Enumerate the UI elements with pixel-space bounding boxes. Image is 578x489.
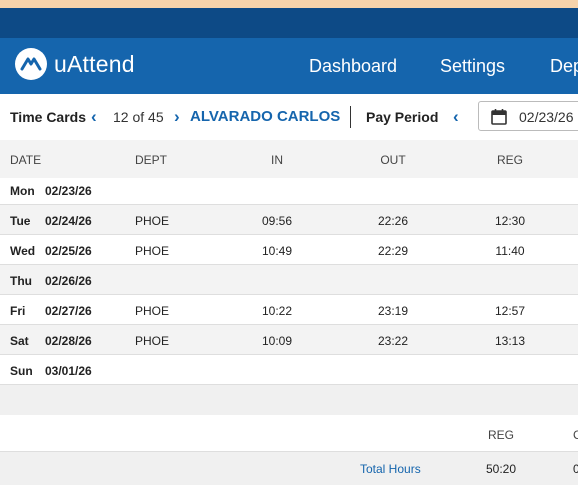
row-date: 02/28/26 xyxy=(45,334,92,348)
employee-counter: 12 of 45 xyxy=(113,109,164,125)
row-day: Wed xyxy=(10,244,36,258)
next-employee-chevron-icon[interactable]: › xyxy=(174,107,180,126)
row-reg: 13:13 xyxy=(494,334,526,348)
nav-dashboard[interactable]: Dashboard xyxy=(309,56,398,76)
row-date: 02/27/26 xyxy=(45,304,92,318)
row-day: Sat xyxy=(10,334,29,348)
time-cards-label: Time Cards xyxy=(10,109,86,125)
table-row[interactable]: Thu 02/26/26 xyxy=(0,265,578,295)
row-dept: PHOE xyxy=(135,334,170,348)
col-reg: REG xyxy=(496,153,523,167)
row-in: 09:56 xyxy=(261,214,293,228)
employee-name[interactable]: ALVARADO CARLOS xyxy=(190,108,341,125)
row-dept: PHOE xyxy=(135,214,170,228)
pay-period-label: Pay Period xyxy=(366,109,439,125)
row-reg: 11:40 xyxy=(495,244,525,258)
row-day: Fri xyxy=(10,304,26,318)
pay-period-date-field[interactable] xyxy=(478,101,578,131)
table-row[interactable]: Fri 02/27/26 PHOE 10:22 23:19 12:57 xyxy=(0,295,578,325)
row-out: 23:19 xyxy=(377,304,409,318)
top-strip xyxy=(0,0,578,8)
table-header xyxy=(0,140,578,178)
row-date: 03/01/26 xyxy=(45,364,92,378)
summary-total-row xyxy=(0,451,578,485)
calendar-icon xyxy=(491,109,507,125)
row-out: 22:26 xyxy=(377,214,409,228)
row-date: 02/24/26 xyxy=(45,214,92,228)
navbar xyxy=(0,38,578,94)
row-reg: 12:30 xyxy=(494,214,526,228)
pay-period-date: 02/23/26 xyxy=(519,109,574,125)
row-day: Tue xyxy=(10,214,31,228)
nav-settings[interactable]: Settings xyxy=(440,56,506,76)
row-date: 02/25/26 xyxy=(45,244,92,258)
table-row[interactable]: Sat 02/28/26 PHOE 10:09 23:22 13:13 xyxy=(0,325,578,355)
row-in: 10:22 xyxy=(261,304,293,318)
row-date: 02/26/26 xyxy=(45,274,92,288)
col-in: IN xyxy=(271,153,283,167)
row-date: 02/23/26 xyxy=(45,184,92,198)
brand-name: uAttend xyxy=(54,50,135,77)
col-date: DATE xyxy=(10,153,42,167)
total-next-partial: 0 xyxy=(573,462,578,476)
row-out: 22:29 xyxy=(377,244,409,258)
uattend-logo-icon xyxy=(15,48,47,80)
total-hours-label: Total Hours xyxy=(360,462,421,476)
summary-next-header: C xyxy=(573,428,578,442)
row-reg: 12:57 xyxy=(494,304,526,318)
total-reg-hours: 50:20 xyxy=(486,462,517,476)
row-in: 10:49 xyxy=(261,244,293,258)
header-band xyxy=(0,8,578,38)
table-row[interactable]: Sun 03/01/26 xyxy=(0,355,578,385)
previous-period-chevron-icon[interactable]: ‹ xyxy=(453,107,459,126)
row-day: Mon xyxy=(10,184,35,198)
summary-reg-header: REG xyxy=(488,428,515,442)
brand-logo[interactable]: uAttend xyxy=(15,48,135,80)
row-in: 10:09 xyxy=(261,334,293,348)
col-out: OUT xyxy=(380,153,406,167)
row-dept: PHOE xyxy=(135,304,170,318)
row-day: Thu xyxy=(10,274,32,288)
table-row[interactable]: Mon 02/23/26 xyxy=(0,175,578,205)
summary-header xyxy=(0,415,578,451)
table-row[interactable]: Wed 02/25/26 PHOE 10:49 22:29 11:40 xyxy=(0,235,578,265)
table-spacer xyxy=(0,385,578,415)
table-row[interactable]: Tue 02/24/26 PHOE 09:56 22:26 12:30 xyxy=(0,205,578,235)
nav-departments[interactable]: Dep xyxy=(550,56,578,76)
row-out: 23:22 xyxy=(377,334,409,348)
col-dept: DEPT xyxy=(135,153,168,167)
previous-employee-chevron-icon[interactable]: ‹ xyxy=(91,107,97,126)
row-day: Sun xyxy=(10,364,33,378)
toolbar-divider xyxy=(350,106,351,128)
row-dept: PHOE xyxy=(135,244,170,258)
